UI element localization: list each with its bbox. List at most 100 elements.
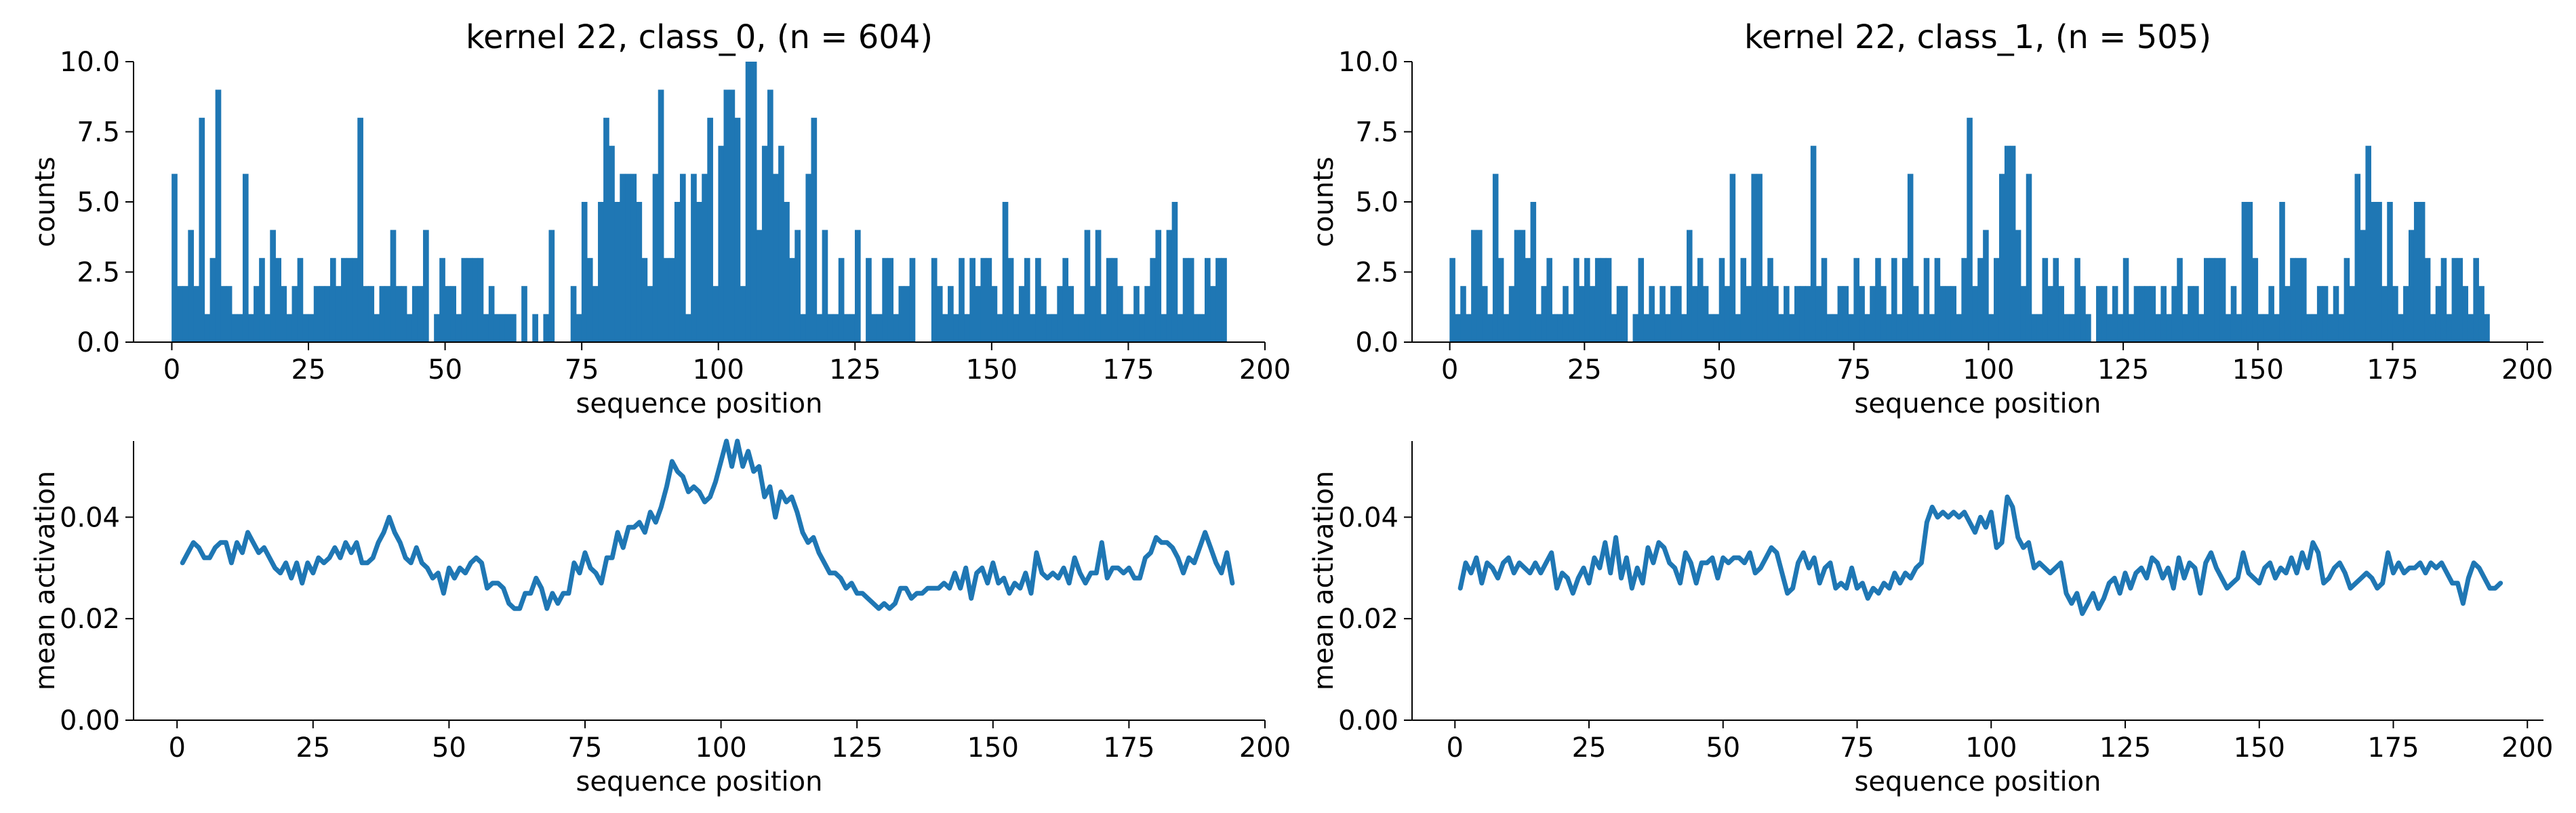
histogram-bar [1929,314,1935,342]
histogram-bar [849,314,856,342]
histogram-bar [1455,314,1461,342]
histogram-bar [1073,314,1080,342]
histogram-bar [948,286,954,342]
histogram-bar [1188,257,1194,342]
histogram-bar [854,230,861,342]
histogram-bar [1084,230,1091,342]
x-axis-label: sequence position [1855,766,2101,797]
histogram-bar [1815,286,1822,342]
histogram-bar [336,286,342,342]
histogram-bar [723,89,730,342]
histogram-bar [1041,286,1047,342]
histogram-bar [2343,257,2350,342]
histogram-bar [504,314,511,342]
histogram-bar [702,173,708,342]
histogram-bar [811,117,818,343]
histogram-bar [2053,257,2059,342]
histogram-bar [1573,257,1579,342]
y-tick-label: 0.00 [1338,705,1398,736]
histogram-bar [199,117,205,343]
histogram-bar [259,257,265,342]
y-tick-label: 0.02 [1338,604,1398,635]
histogram-bar [543,314,550,342]
histogram-bar [620,173,626,342]
histogram-bar [2122,257,2129,342]
histogram-bar [2036,314,2043,342]
histogram-bar [1950,286,1957,342]
x-tick-label: 150 [966,354,1018,385]
chart-panel-0: 0 25 50 75 100 125 150 175 200 0.0 2.5 5.0 7.5 10.0 se… [30,18,1291,419]
histogram-bar [1161,314,1167,342]
histogram-bar [2150,286,2156,342]
x-tick-label: 125 [2099,732,2151,764]
histogram-bar [625,173,632,342]
histogram-bar [1789,314,1795,342]
histogram-bar [1843,286,1849,342]
histogram-bar [1702,286,1709,342]
histogram-bar [822,230,828,342]
histogram-bar [630,173,637,342]
histogram-bar [816,314,823,342]
histogram-bar [750,62,757,342]
histogram-bar [1998,173,2005,342]
histogram-bar [2155,314,2162,342]
histogram-bar [1907,173,1914,342]
histogram-bar [499,314,506,342]
x-tick-label: 50 [432,732,466,764]
histogram-bar [182,286,188,342]
histogram-bar [1046,314,1052,342]
histogram-bar [2106,314,2113,342]
histogram-bar [2182,314,2188,342]
histogram-bar [1476,230,1483,342]
histogram-bar [2230,286,2237,342]
histogram-bar [1557,314,1563,342]
histogram-bar [866,257,872,342]
histogram-bar [319,286,325,342]
histogram-bar [461,257,468,342]
histogram-bar [1853,257,1859,342]
histogram-bar [2064,314,2070,342]
histogram-bar [466,257,473,342]
histogram-bar [647,286,653,342]
y-tick-label: 0.0 [77,327,120,358]
histogram-bar [1123,314,1129,342]
histogram-bar [291,286,298,342]
histogram-bar [346,257,353,342]
histogram-bar [1497,257,1504,342]
histogram-bar [1215,257,1222,342]
histogram-bar [374,314,380,342]
histogram-bar [1729,173,1736,342]
histogram-bar [2160,286,2167,342]
histogram-bar [1875,257,1881,342]
x-tick-label: 175 [1102,354,1154,385]
histogram-bar [1150,257,1156,342]
x-tick-label: 0 [1447,732,1464,764]
y-tick-label: 0.04 [1338,502,1398,533]
histogram-bar [411,286,418,342]
histogram-bar [341,257,347,342]
histogram-bar [1139,314,1145,342]
histogram-bar [581,202,588,342]
x-tick-label: 175 [1103,732,1154,764]
histogram-bar [1013,314,1020,342]
histogram-bar [286,314,293,342]
histogram-bar [745,62,752,342]
histogram-bar [2446,314,2453,342]
histogram-bar [756,230,763,342]
histogram-bar [887,257,894,342]
histogram-bar [1144,286,1150,342]
histogram-bar [1832,314,1838,342]
histogram-bar [1541,286,1547,342]
histogram-bar [1205,257,1211,342]
x-tick-label: 25 [1572,732,1607,764]
x-tick-label: 50 [428,354,462,385]
histogram-bar [986,257,992,342]
x-tick-label: 200 [1239,732,1291,764]
histogram-bar [1762,286,1768,342]
histogram-bar [800,314,807,342]
histogram-bar [969,257,975,342]
histogram-bar [2295,257,2301,342]
histogram-bar [1508,286,1515,342]
histogram-bar [1584,257,1590,342]
histogram-bar [1611,314,1617,342]
